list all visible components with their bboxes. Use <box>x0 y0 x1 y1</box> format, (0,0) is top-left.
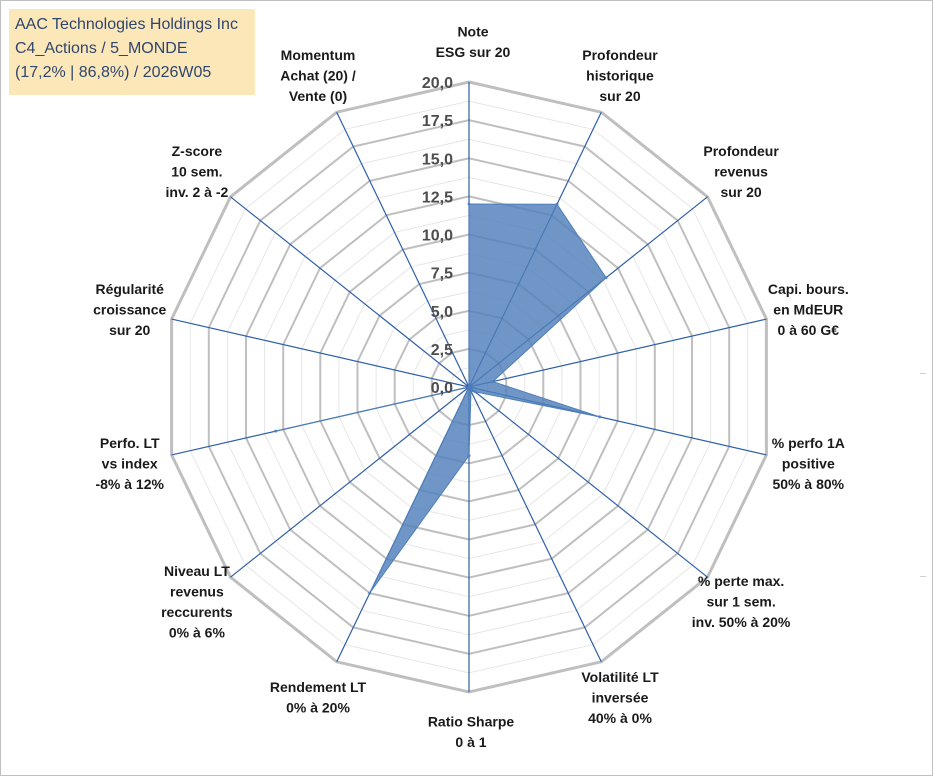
axis-label-line: 40% à 0% <box>588 710 652 726</box>
axis-label: Profondeur revenus sur 20 <box>703 143 779 200</box>
portfolio-name: C4_Actions / 5_MONDE <box>15 40 188 57</box>
data-point <box>469 389 473 393</box>
data-point <box>368 591 372 595</box>
axis-label: Note ESG sur 20 <box>436 23 511 60</box>
tick-label: 2,5 <box>431 342 453 359</box>
axis-labels: Note ESG sur 20 Profondeur historique sur 20… <box>93 23 849 750</box>
axis-label-line: Achat (20) / <box>280 68 356 84</box>
axis-label-line: croissance <box>93 302 166 318</box>
data-point <box>467 202 471 206</box>
data-point <box>274 429 278 433</box>
axis-label-line: inv. 2 à -2 <box>166 184 229 200</box>
axis-label-line: 50% à 80% <box>772 476 844 492</box>
axis-spoke <box>171 318 470 388</box>
axis-label: Capi. bours. en MdEUR 0 à 60 G€ <box>768 281 849 338</box>
axis-label: % perfo 1A positive 50% à 80% <box>772 435 845 492</box>
axis-label-line: Régularité <box>95 281 164 297</box>
tick-label: 12,5 <box>422 189 453 206</box>
axis-label-line: Ratio Sharpe <box>428 713 515 729</box>
axis-label-line: en MdEUR <box>773 302 843 318</box>
tick-label: 10,0 <box>422 228 453 245</box>
tick-label: 0,0 <box>431 380 453 397</box>
right-edge-marks <box>920 1 926 775</box>
axis-label: Volatilité LT inversée 40% à 0% <box>581 669 659 726</box>
data-point <box>555 202 559 206</box>
tick-label: 15,0 <box>422 151 453 168</box>
axis-label-line: reccurents <box>161 604 233 620</box>
data-point <box>491 380 495 384</box>
axis-label-line: Profondeur <box>703 143 779 159</box>
data-point <box>467 385 471 389</box>
axis-label-line: sur 1 sem. <box>706 594 775 610</box>
axis-label: Rendement LT 0% à 20% <box>270 679 367 716</box>
axis-label-line: ESG sur 20 <box>436 44 511 60</box>
axis-label-line: 0 à 1 <box>455 734 486 750</box>
axis-label-line: -8% à 12% <box>95 476 164 492</box>
tick-label: 5,0 <box>431 304 453 321</box>
axis-label-line: 0% à 6% <box>169 624 226 640</box>
axis-spoke <box>468 386 602 663</box>
axis-label-line: sur 20 <box>599 88 640 104</box>
data-point <box>473 390 477 394</box>
axis-label: % perte max. sur 1 sem. inv. 50% à 20% <box>692 573 791 630</box>
axis-label-line: Note <box>457 23 488 39</box>
axis-spoke <box>230 386 470 578</box>
axis-label-line: inversée <box>592 689 649 705</box>
title-box: AAC Technologies Holdings Inc C4_Actions… <box>9 9 255 95</box>
axis-label-line: revenus <box>714 163 768 179</box>
data-point <box>604 276 608 280</box>
edge-mark <box>920 373 926 374</box>
edge-mark <box>920 576 926 577</box>
axis-label: Momentum Achat (20) / Vente (0) <box>280 47 356 104</box>
data-point <box>598 415 602 419</box>
axis-label-line: Momentum <box>281 47 356 63</box>
axis-label-line: vs index <box>102 455 158 471</box>
axis-label-line: % perte max. <box>698 573 784 589</box>
axis-label-line: sur 20 <box>720 184 761 200</box>
tick-label: 17,5 <box>422 113 453 130</box>
axis-label-line: 10 sem. <box>171 163 222 179</box>
tick-label: 20,0 <box>422 75 453 92</box>
axis-label-line: revenus <box>170 583 224 599</box>
axis-label-line: historique <box>586 68 654 84</box>
axis-label: Ratio Sharpe 0 à 1 <box>428 713 515 750</box>
axis-label-line: positive <box>782 455 835 471</box>
axis-label: Niveau LT revenus reccurents 0% à 6% <box>161 563 233 641</box>
axis-label-line: 0% à 20% <box>286 700 350 716</box>
ratio-week: (17,2% | 86,8%) / 2026W05 <box>15 64 212 81</box>
axis-label-line: inv. 50% à 20% <box>692 614 791 630</box>
axis-label-line: Capi. bours. <box>768 281 849 297</box>
axis-label-line: Perfo. LT <box>100 435 160 451</box>
axis-label-line: Volatilité LT <box>581 669 659 685</box>
axis-spoke <box>230 196 470 388</box>
tick-label: 7,5 <box>431 266 453 283</box>
series-polygon <box>275 203 607 594</box>
axis-label: Z-score 10 sem. inv. 2 à -2 <box>166 143 229 200</box>
axis-label: Régularité croissance sur 20 <box>93 281 166 338</box>
axis-label-line: Niveau LT <box>164 563 230 579</box>
axis-label-line: sur 20 <box>109 322 150 338</box>
axis-label-line: % perfo 1A <box>772 435 845 451</box>
axis-spoke <box>468 318 767 388</box>
data-point <box>467 454 471 458</box>
axis-label: Profondeur historique sur 20 <box>582 47 658 104</box>
axis-label-line: Profondeur <box>582 47 658 63</box>
axis-spoke <box>336 111 470 388</box>
axis-label-line: Rendement LT <box>270 679 367 695</box>
axis-spoke <box>468 386 708 578</box>
tick-labels: 0,0 2,5 5,0 7,5 10,0 12,5 15,0 17,5 20,0 <box>422 75 453 397</box>
axis-label: Perfo. LT vs index -8% à 12% <box>95 435 164 492</box>
axis-label-line: Vente (0) <box>289 88 347 104</box>
company-name: AAC Technologies Holdings Inc <box>15 16 238 33</box>
series-area <box>274 202 608 595</box>
axis-label-line: Z-score <box>172 143 223 159</box>
axis-label-line: 0 à 60 G€ <box>778 322 840 338</box>
